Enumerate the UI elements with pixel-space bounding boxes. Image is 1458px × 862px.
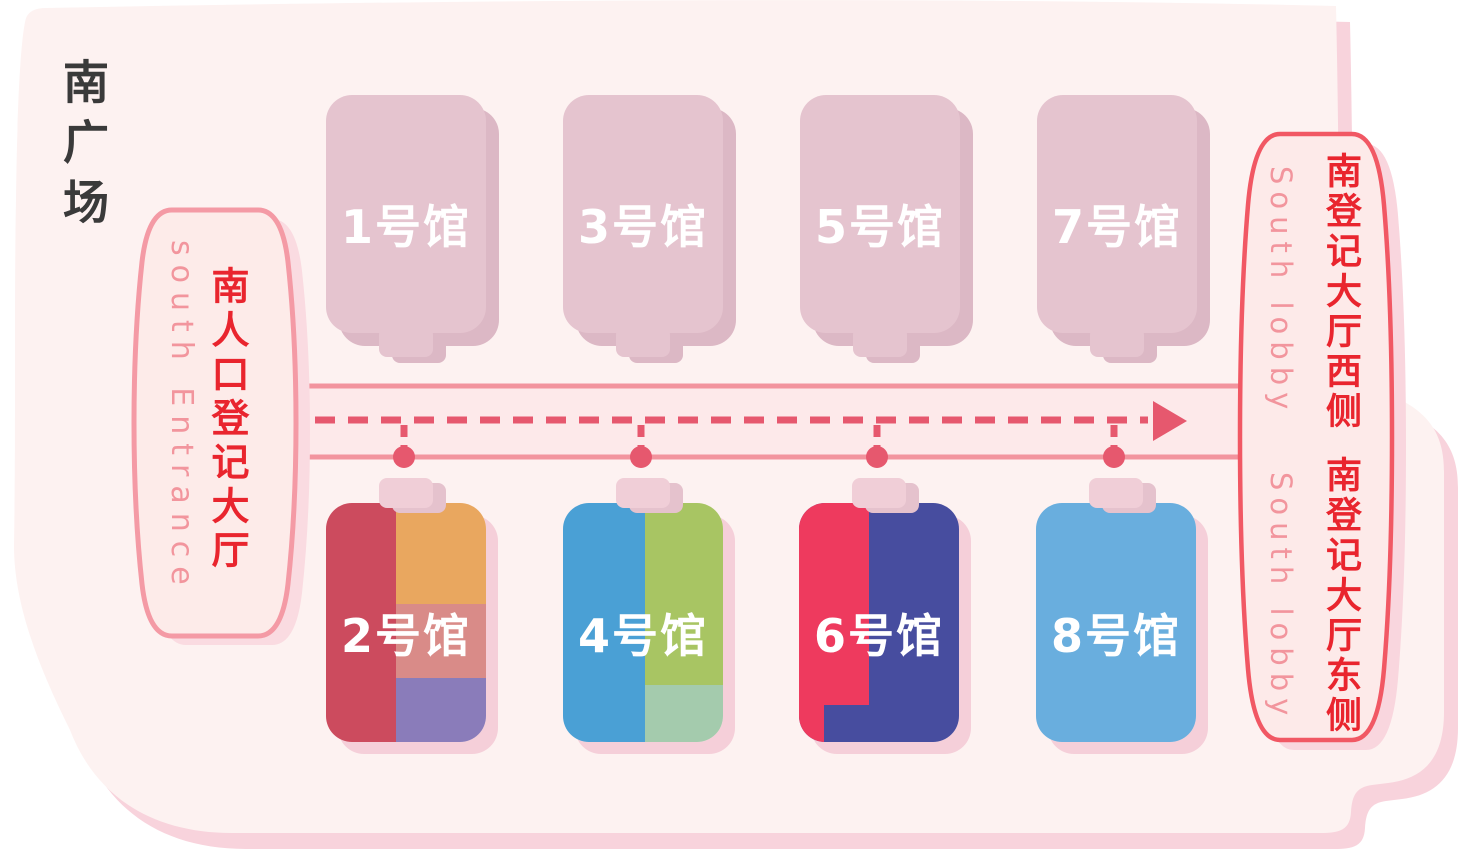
hall-7[interactable]: 7号馆: [1037, 95, 1197, 357]
hall-1[interactable]: 1号馆: [326, 95, 486, 357]
hall-4[interactable]: 4号馆: [563, 478, 723, 742]
hall-3-door-tab: [616, 327, 670, 357]
hall-5-label: 5号馆: [814, 200, 945, 254]
hall-6-label: 6号馆: [813, 608, 944, 663]
hall-8-door-tab: [1089, 478, 1143, 508]
south-lobby-badge-shape[interactable]: [1237, 131, 1395, 743]
hall-7-label: 7号馆: [1051, 200, 1182, 254]
hall-4-label: 4号馆: [577, 608, 708, 663]
hall-1-label: 1号馆: [340, 200, 471, 254]
hall-5-door-tab: [853, 327, 907, 357]
hall-8[interactable]: 8号馆: [1036, 478, 1196, 742]
hall-3-label: 3号馆: [577, 200, 708, 254]
hall-3-body: [563, 95, 723, 333]
south-lobby-east-label-en: South lobby: [1264, 472, 1298, 723]
hall-5-body: [800, 95, 960, 333]
hall-2-body: [326, 503, 486, 742]
route-stop-dots: [393, 446, 1125, 468]
hall-2-label: 2号馆: [340, 608, 471, 663]
south-entrance-label-en: south Entrance: [164, 240, 199, 594]
hall-8-body: [1036, 503, 1196, 742]
hall-2-door-tab: [379, 478, 433, 508]
south-entrance-badge-shape[interactable]: [131, 207, 299, 639]
route-stops: [400, 425, 1118, 448]
hall-6-body: [799, 503, 959, 742]
hall-1-door-tab: [379, 327, 433, 357]
south-lobby-east-label-zh: 南登记大厅东侧: [1320, 456, 1361, 736]
route-arrowhead-icon: [1153, 401, 1187, 441]
hall-4-body: [563, 503, 723, 742]
hall-2[interactable]: 2号馆: [326, 478, 486, 742]
south-lobby-west-label-zh: 南登记大厅西侧: [1320, 152, 1361, 432]
hall-6-door-tab: [852, 478, 906, 508]
hall-4-door-tab: [616, 478, 670, 508]
hall-6[interactable]: 6号馆: [799, 478, 959, 742]
south-lobby-west-label-en: South lobby: [1264, 166, 1298, 417]
hall-8-label: 8号馆: [1050, 608, 1181, 663]
hall-5[interactable]: 5号馆: [800, 95, 960, 357]
plaza-label: 南广场: [56, 58, 110, 238]
hall-7-body: [1037, 95, 1197, 333]
south-entrance-label-zh: 南人口登记大厅: [205, 266, 249, 574]
hall-1-body: [326, 95, 486, 333]
hall-7-door-tab: [1090, 327, 1144, 357]
hall-3[interactable]: 3号馆: [563, 95, 723, 357]
